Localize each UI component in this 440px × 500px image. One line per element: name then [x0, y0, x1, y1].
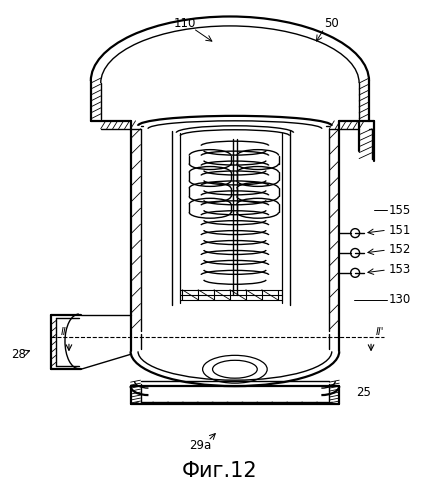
Text: 28: 28: [11, 348, 26, 361]
Text: 153: 153: [389, 264, 411, 276]
Circle shape: [351, 228, 359, 237]
Circle shape: [351, 248, 359, 258]
Circle shape: [351, 268, 359, 278]
Text: 152: 152: [389, 244, 411, 256]
Text: 29a: 29a: [189, 440, 211, 452]
Text: 151: 151: [389, 224, 411, 236]
Text: 50: 50: [324, 17, 339, 30]
Text: 130: 130: [389, 293, 411, 306]
Text: 110: 110: [174, 17, 196, 30]
Text: II': II': [376, 328, 385, 338]
Text: 25: 25: [356, 386, 371, 398]
Text: II: II: [61, 328, 67, 338]
Text: Фиг.12: Фиг.12: [182, 460, 258, 480]
Text: 155: 155: [389, 204, 411, 217]
